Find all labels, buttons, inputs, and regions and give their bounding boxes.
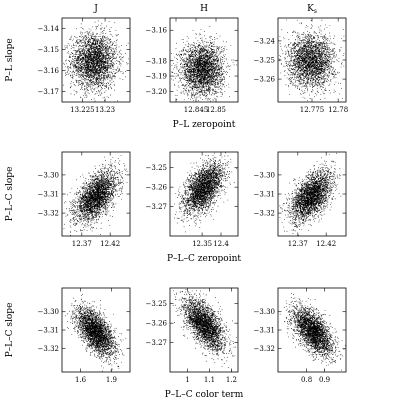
y-tick-label: −3.19 (146, 73, 167, 81)
x-tick-label: 12.775 (300, 106, 325, 114)
y-tick-label: −3.31 (38, 191, 59, 199)
column-titles: J H Ks (93, 4, 317, 15)
x-tick-label: 1.9 (106, 376, 117, 384)
y-tick-label: −3.30 (254, 171, 275, 179)
y-tick-label: −3.25 (146, 164, 167, 172)
scatter-panel: 1 1.1 1.2 −3.25 −3.26 −3.27 (146, 287, 239, 384)
scatter-panel: 1.6 1.9 −3.30 −3.31 −3.32 (38, 287, 131, 384)
x-tick-label: 1.1 (204, 376, 215, 384)
scatter-panel: 12.37 12.42 −3.30 −3.31 −3.32 (38, 151, 131, 248)
column-title-subscript: s (314, 8, 317, 15)
x-tick-label: 12.845 (184, 106, 209, 114)
y-axis-label: P–L–C slope (5, 167, 15, 222)
x-tick-label: 12.78 (328, 106, 348, 114)
plot-frame (169, 17, 239, 103)
x-tick-label: 1 (185, 376, 189, 384)
y-tick-label: −3.30 (254, 308, 275, 316)
y-tick-label: −3.27 (146, 203, 167, 211)
column-title: Ks (307, 4, 317, 15)
y-tick-label: −3.31 (254, 327, 275, 335)
y-axis-label: P–L slope (5, 38, 15, 81)
panels: 13.225 13.23−3.14−3.15−3.16−3.1712.84512.… (38, 17, 348, 384)
scatter-panel: 0.8 0.9 −3.30 −3.31 −3.32 (254, 287, 347, 384)
y-tick-label: −3.25 (254, 57, 275, 65)
scatter-panel: 12.775 12.78 −3.24 −3.25 −3.26 (254, 17, 348, 114)
x-tick-label: 12.35 (192, 240, 212, 248)
y-tick-label: −3.32 (254, 210, 275, 218)
y-tick-label: −3.31 (254, 191, 275, 199)
y-tick-label: −3.30 (38, 171, 59, 179)
x-axis-label: P–L–C color term (165, 390, 244, 400)
x-tick-label: 1.2 (226, 376, 237, 384)
x-tick-label: 12.85 (206, 106, 226, 114)
y-tick-label: −3.32 (38, 345, 59, 353)
y-tick-label: −3.17 (38, 88, 59, 96)
y-tick-label: −3.14 (38, 25, 60, 33)
x-tick-label: 0.9 (319, 376, 330, 384)
x-axis-label: P–L–C zeropoint (167, 254, 241, 264)
plot-frame (169, 151, 239, 237)
scatter-points (64, 293, 127, 372)
axis-labels: P–L slope P–L zeropoint P–L–C slope P–L–C z… (5, 38, 244, 400)
scatter-points (174, 152, 237, 233)
y-tick-label: −3.26 (254, 76, 276, 84)
column-title: H (200, 4, 208, 14)
plot-frame (169, 287, 239, 373)
x-tick-label: 12.42 (100, 240, 120, 248)
scatter-points (63, 20, 129, 102)
scatter-points (63, 154, 128, 236)
x-tick-label: 0.8 (301, 376, 312, 384)
scatter-points (279, 152, 342, 236)
scatter-panel: 12.35 12.4 −3.25 −3.26 −3.27 (146, 151, 239, 248)
y-tick-label: −3.16 (38, 67, 60, 75)
column-title: J (93, 4, 98, 14)
scatter-points (279, 293, 346, 371)
x-tick-label: 12.37 (288, 240, 308, 248)
y-tick-label: −3.26 (146, 184, 168, 192)
x-axis-label: P–L zeropoint (173, 120, 236, 130)
plot-frame (61, 17, 131, 103)
scatter-panel: 13.225 13.23 −3.14 −3.15 −3.16 −3.17 (38, 17, 131, 114)
scatter-panel: 12.37 12.42 −3.30 −3.31 −3.32 (254, 151, 347, 248)
x-tick-label: 12.42 (316, 240, 336, 248)
scatter-points (172, 289, 238, 371)
y-tick-label: −3.16 (146, 27, 168, 35)
y-tick-label: −3.31 (38, 327, 59, 335)
x-tick-label: 12.37 (72, 240, 92, 248)
y-tick-label: −3.30 (38, 308, 59, 316)
x-tick-label: 1.6 (75, 376, 87, 384)
y-tick-label: −3.20 (146, 88, 167, 96)
x-tick-label: 13.225 (70, 106, 95, 114)
y-tick-label: −3.32 (254, 345, 275, 353)
x-tick-label: 12.4 (213, 240, 229, 248)
y-tick-label: −3.32 (38, 210, 59, 218)
y-tick-label: −3.27 (146, 339, 167, 347)
y-tick-label: −3.26 (146, 320, 168, 328)
y-tick-label: −3.18 (146, 57, 167, 65)
scatter-points (279, 19, 345, 102)
y-tick-label: −3.24 (254, 37, 276, 45)
y-axis-label: P–L–C slope (5, 303, 15, 358)
x-tick-label: 13.23 (95, 106, 115, 114)
y-tick-label: −3.15 (38, 46, 59, 54)
y-tick-label: −3.25 (146, 300, 167, 308)
scatter-points (171, 26, 237, 102)
